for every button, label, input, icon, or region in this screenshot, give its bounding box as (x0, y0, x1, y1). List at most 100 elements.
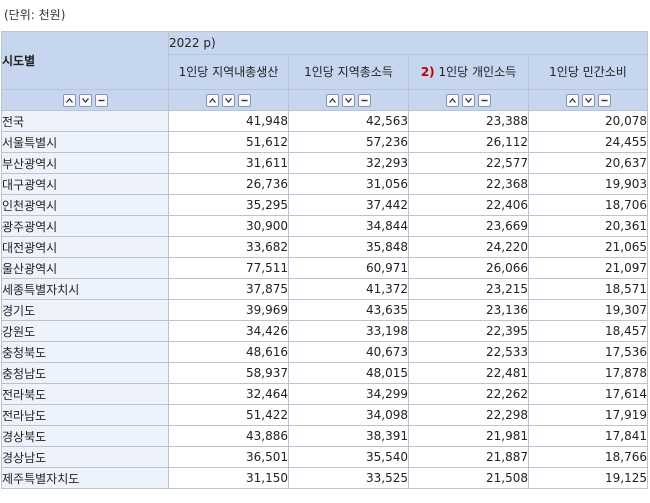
table-row: 경상북도 43,886 38,391 21,981 17,841 (1, 425, 649, 447)
collapse-button-sido[interactable] (94, 93, 108, 107)
value-cell: 19,903 (527, 173, 649, 195)
value-cell: 20,361 (527, 215, 649, 237)
sort-controls-sido (1, 89, 169, 111)
sort-up-button-personal-income[interactable] (446, 93, 459, 107)
value-cell: 77,511 (168, 257, 289, 279)
value-cell: 48,616 (168, 341, 289, 363)
value-cell: 33,682 (168, 236, 289, 258)
sort-down-button-private-consumption[interactable] (581, 93, 595, 107)
sort-controls-grni (288, 89, 409, 111)
value-cell: 43,886 (168, 425, 289, 447)
chevron-down-icon (81, 97, 89, 103)
table-row: 대구광역시 26,736 31,056 22,368 19,903 (1, 173, 649, 195)
value-cell: 51,612 (168, 131, 289, 153)
value-cell: 51,422 (168, 404, 289, 426)
value-cell: 26,112 (408, 131, 529, 153)
value-cell: 22,533 (408, 341, 529, 363)
chevron-down-icon (225, 97, 232, 103)
column-header-private-consumption[interactable]: 1인당 민간소비 (527, 54, 649, 90)
value-cell: 26,066 (408, 257, 529, 279)
value-cell: 57,236 (288, 131, 409, 153)
year-header: 2022 p) (167, 31, 649, 55)
sort-up-button-grni[interactable] (326, 93, 339, 107)
value-cell: 34,299 (288, 383, 409, 405)
region-name: 강원도 (1, 320, 169, 342)
table-row: 전국 41,948 42,563 23,388 20,078 (1, 110, 649, 132)
region-name: 대전광역시 (1, 236, 169, 258)
value-cell: 22,262 (408, 383, 529, 405)
value-cell: 21,508 (408, 467, 529, 489)
region-name: 서울특별시 (1, 131, 169, 153)
value-cell: 34,098 (288, 404, 409, 426)
value-cell: 23,215 (408, 278, 529, 300)
value-cell: 18,766 (527, 446, 649, 468)
value-cell: 41,372 (288, 278, 409, 300)
sort-up-button-private-consumption[interactable] (565, 93, 579, 107)
region-name: 세종특별자치시 (1, 278, 169, 300)
value-cell: 37,442 (288, 194, 409, 216)
sort-down-button-grdp[interactable] (222, 93, 235, 107)
value-cell: 23,136 (408, 299, 529, 321)
sort-down-button-sido[interactable] (78, 93, 92, 107)
region-name: 울산광역시 (1, 257, 169, 279)
region-name: 충청남도 (1, 362, 169, 384)
sort-controls-personal-income (408, 89, 529, 111)
region-name: 대구광역시 (1, 173, 169, 195)
column-header-grni[interactable]: 1인당 지역총소득 (288, 54, 409, 90)
value-cell: 36,501 (168, 446, 289, 468)
value-cell: 43,635 (288, 299, 409, 321)
sort-down-button-grni[interactable] (342, 93, 355, 107)
value-cell: 19,125 (527, 467, 649, 489)
value-cell: 40,673 (288, 341, 409, 363)
value-cell: 23,669 (408, 215, 529, 237)
value-cell: 22,298 (408, 404, 529, 426)
column-header-grdp[interactable]: 1인당 지역내총생산 (168, 54, 289, 90)
value-cell: 60,971 (288, 257, 409, 279)
collapse-button-grdp[interactable] (238, 93, 251, 107)
value-cell: 31,056 (288, 173, 409, 195)
value-cell: 41,948 (168, 110, 289, 132)
value-cell: 33,198 (288, 320, 409, 342)
value-cell: 35,540 (288, 446, 409, 468)
value-cell: 24,220 (408, 236, 529, 258)
value-cell: 22,406 (408, 194, 529, 216)
value-cell: 31,611 (168, 152, 289, 174)
value-cell: 30,900 (168, 215, 289, 237)
chevron-up-icon (568, 97, 576, 103)
value-cell: 21,887 (408, 446, 529, 468)
table-row: 제주특별자치도 31,150 33,525 21,508 19,125 (1, 467, 649, 489)
value-cell: 32,464 (168, 383, 289, 405)
table-row: 전라북도 32,464 34,299 22,262 17,614 (1, 383, 649, 405)
region-name: 전라북도 (1, 383, 169, 405)
collapse-button-grni[interactable] (358, 93, 371, 107)
sort-down-button-personal-income[interactable] (462, 93, 475, 107)
sido-header: 시도별 (1, 31, 169, 90)
sort-up-button-grdp[interactable] (206, 93, 219, 107)
collapse-button-personal-income[interactable] (478, 93, 491, 107)
value-cell: 26,736 (168, 173, 289, 195)
value-cell: 35,848 (288, 236, 409, 258)
value-cell: 21,097 (527, 257, 649, 279)
value-cell: 22,368 (408, 173, 529, 195)
chevron-down-icon (465, 97, 472, 103)
region-name: 경기도 (1, 299, 169, 321)
value-cell: 17,878 (527, 362, 649, 384)
chevron-down-icon (345, 97, 352, 103)
collapse-button-private-consumption[interactable] (597, 93, 611, 107)
region-name: 광주광역시 (1, 215, 169, 237)
sort-up-button-sido[interactable] (62, 93, 76, 107)
value-cell: 18,457 (527, 320, 649, 342)
value-cell: 19,307 (527, 299, 649, 321)
value-cell: 18,706 (527, 194, 649, 216)
chevron-up-icon (65, 97, 73, 103)
minus-icon (241, 99, 248, 102)
data-table: 시도별 2022 p) 1인당 지역내총생산 1인당 지역총소득 2) 1인당 … (1, 31, 649, 489)
column-header-personal-income[interactable]: 2) 1인당 개인소득 (408, 54, 529, 90)
region-name: 경상남도 (1, 446, 169, 468)
chevron-up-icon (449, 97, 456, 103)
value-cell: 22,577 (408, 152, 529, 174)
footnote-marker[interactable]: 2) (420, 65, 435, 79)
value-cell: 18,571 (527, 278, 649, 300)
minus-icon (361, 99, 368, 102)
table-row: 대전광역시 33,682 35,848 24,220 21,065 (1, 236, 649, 258)
